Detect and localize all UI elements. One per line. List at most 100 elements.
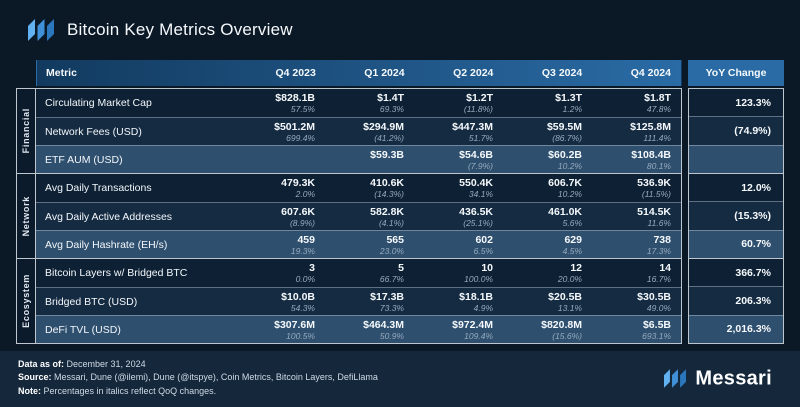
qoq-text: 109.4%: [464, 330, 493, 341]
qoq-text: 4.5%: [562, 245, 582, 256]
qoq-text: (25.1%): [463, 217, 493, 228]
qoq-text: 100.5%: [286, 330, 315, 341]
yoy-value-cell: 60.7%: [689, 229, 783, 258]
value-cell: 461.0K 5.6%: [503, 203, 592, 230]
group-rows: Circulating Market Cap $828.1B 57.5% $1.4T 6…: [36, 88, 682, 174]
group-label-text: Ecosystem: [21, 274, 31, 328]
metric-name-cell: Network Fees (USD): [45, 125, 142, 138]
qoq-text: 47.8%: [646, 104, 671, 114]
qoq-text: (4.1%): [378, 217, 404, 228]
table-body: Financial Circulating Market Cap $828.1B 57…: [16, 88, 784, 344]
data-as-of-label: Data as of:: [18, 358, 65, 369]
metric-name-cell: Avg Daily Hashrate (EH/s): [45, 238, 168, 251]
group-label: Financial: [16, 88, 36, 174]
value-cell: 565 23.0%: [325, 231, 414, 258]
value-cell: 3 0.0%: [236, 259, 325, 287]
value-cell: 607.6K (8.9%): [236, 203, 325, 230]
value-cell: 436.5K (25.1%): [414, 203, 503, 230]
value-text: 738: [653, 233, 671, 246]
value-text: 12: [570, 262, 582, 274]
yoy-value-cell: 123.3%: [689, 89, 783, 117]
messari-logo-icon: [28, 19, 54, 41]
value-text: 565: [386, 233, 404, 246]
header-cell-q2-2024: Q2 2024: [453, 67, 494, 79]
table-row: Avg Daily Active Addresses 607.6K (8.9%) 58…: [36, 202, 681, 230]
table-row: Network Fees (USD) $501.2M 699.4% $294.9M (4…: [36, 117, 681, 145]
value-text: $1.2T: [466, 92, 493, 104]
header-cell-metric: Metric: [46, 67, 77, 79]
qoq-text: 16.7%: [646, 274, 671, 284]
group-yoy-column: 123.3% (74.9%): [688, 88, 784, 174]
qoq-text: 50.9%: [379, 330, 404, 341]
group-label: Ecosystem: [16, 259, 36, 344]
value-cell: $59.3B: [325, 146, 414, 173]
qoq-text: (8.9%): [289, 217, 315, 228]
group-label-text: Network: [21, 195, 31, 237]
value-cell: $20.5B 13.1%: [503, 288, 592, 315]
yoy-value-cell: 12.0%: [689, 174, 783, 202]
data-as-of-line: Data as of: December 31, 2024: [18, 358, 782, 372]
value-text: 459: [297, 233, 315, 246]
qoq-text: 69.3%: [379, 104, 404, 114]
value-cell: $1.3T 1.2%: [503, 89, 592, 117]
group-yoy-column: 12.0% (15.3%) 60.7%: [688, 174, 784, 259]
note-line: Note: Percentages in italics reflect QoQ…: [18, 385, 782, 399]
topbar: Bitcoin Key Metrics Overview: [0, 0, 800, 46]
value-text: $447.3M: [452, 120, 493, 133]
qoq-text: 23.0%: [379, 245, 404, 256]
header-cell-q4-2023: Q4 2023: [275, 67, 316, 79]
messari-logo-icon: [664, 369, 687, 389]
value-cell: $17.3B 73.3%: [325, 288, 414, 315]
value-text: 461.0K: [548, 205, 582, 218]
value-text: 629: [564, 233, 582, 246]
value-cell: 550.4K 34.1%: [414, 174, 503, 202]
value-cell: $10.0B 54.3%: [236, 288, 325, 315]
qoq-text: (11.8%): [463, 104, 493, 114]
footer-brand: Messari: [664, 367, 772, 390]
qoq-text: (7.9%): [467, 160, 493, 171]
table-row: ETF AUM (USD) $59.3B $54.6B (7.9%) $60.2B 10.…: [36, 145, 681, 173]
value-text: $30.5B: [637, 290, 671, 303]
header-spacer: [16, 60, 36, 86]
value-text: $6.5B: [642, 318, 671, 331]
qoq-text: 6.5%: [473, 245, 493, 256]
qoq-text: 100.0%: [464, 274, 493, 284]
note-label: Note:: [18, 385, 41, 396]
value-cell: 629 4.5%: [503, 231, 592, 258]
value-cell: $60.2B 10.2%: [503, 146, 592, 173]
value-cell: $108.4B 80.1%: [592, 146, 681, 173]
value-cell: 10 100.0%: [414, 259, 503, 287]
group-label: Network: [16, 174, 36, 259]
value-cell: 606.7K 10.2%: [503, 174, 592, 202]
value-text: $17.3B: [370, 290, 404, 303]
qoq-text: 20.0%: [557, 274, 582, 284]
value-text: 410.6K: [370, 177, 404, 189]
metric-group-network: Network Avg Daily Transactions 479.3K 2.0% 4…: [16, 174, 784, 259]
value-text: $820.8M: [541, 318, 582, 331]
value-text: 10: [481, 262, 493, 274]
value-text: $10.0B: [281, 290, 315, 303]
qoq-text: 54.3%: [290, 302, 315, 313]
qoq-text: 2.0%: [295, 189, 315, 199]
qoq-text: 699.4%: [286, 132, 315, 143]
value-text: 582.8K: [370, 205, 404, 218]
qoq-text: (86.7%): [552, 132, 582, 143]
yoy-value-cell: 2,016.3%: [689, 314, 783, 343]
value-text: $125.8M: [630, 120, 671, 133]
value-text: 3: [309, 262, 315, 274]
table-header-row: Metric Q4 2023 Q1 2024 Q2 2024 Q3 2024 Q…: [16, 60, 784, 86]
value-cell: $30.5B 49.0%: [592, 288, 681, 315]
qoq-text: 10.2%: [557, 160, 582, 171]
value-text: $307.6M: [274, 318, 315, 331]
yoy-value-cell: 366.7%: [689, 259, 783, 287]
metric-name-cell: Bridged BTC (USD): [45, 295, 138, 308]
header-cell-q3-2024: Q3 2024: [541, 67, 583, 79]
metric-name-cell: Avg Daily Active Addresses: [45, 210, 173, 223]
value-cell: 536.9K (11.5%): [592, 174, 681, 202]
metric-group-ecosystem: Ecosystem Bitcoin Layers w/ Bridged BTC 3 0…: [16, 259, 784, 344]
value-cell: 410.6K (14.3%): [325, 174, 414, 202]
qoq-text: (41.2%): [374, 132, 404, 143]
qoq-text: 17.3%: [646, 245, 671, 256]
qoq-text: 66.7%: [379, 274, 404, 284]
value-cell: [236, 146, 325, 173]
